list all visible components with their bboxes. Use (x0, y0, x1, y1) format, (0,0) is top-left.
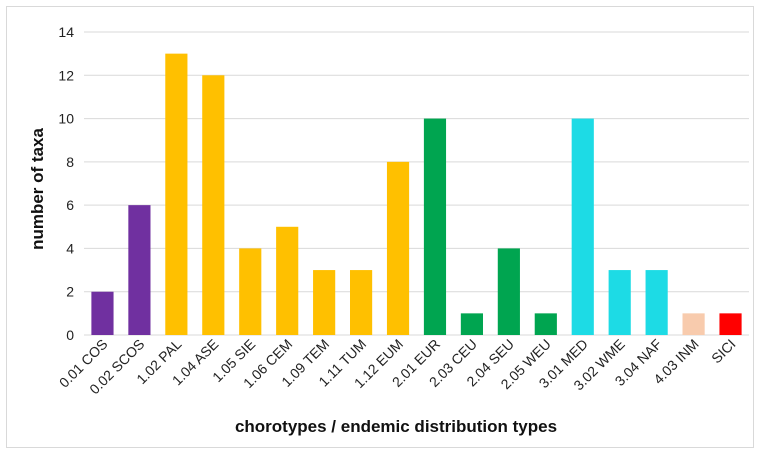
y-axis-title: number of taxa (28, 128, 47, 250)
bar (534, 313, 557, 335)
y-tick-label: 6 (66, 197, 74, 213)
bar (350, 270, 373, 335)
bar (497, 248, 520, 335)
bar (645, 270, 668, 335)
y-tick-label: 8 (66, 154, 74, 170)
bar (91, 291, 114, 335)
y-tick-label: 2 (66, 284, 74, 300)
bar (313, 270, 336, 335)
bar (276, 226, 299, 335)
y-axis-ticks: 0 2 4 6 8 10 12 14 (58, 24, 74, 343)
y-tick-label: 14 (58, 24, 74, 40)
bar (239, 248, 262, 335)
bar (165, 53, 188, 336)
chart-frame: 0 2 4 6 8 10 12 14 0.01 COS 0.02 SCOS 1.02 PAL 1.0… (6, 6, 754, 448)
bar (386, 161, 410, 335)
bar (128, 205, 151, 335)
y-tick-label: 0 (66, 327, 74, 343)
bars (91, 53, 742, 336)
bar (682, 313, 705, 335)
gridlines (84, 31, 749, 336)
bar (608, 270, 631, 335)
y-tick-label: 12 (58, 67, 74, 83)
x-tick-label: SICI (708, 336, 739, 367)
bar (202, 75, 225, 336)
bar (719, 313, 742, 335)
x-axis-title: chorotypes / endemic distribution types (235, 417, 557, 436)
y-tick-label: 4 (66, 240, 74, 256)
bar (460, 313, 483, 335)
y-tick-label: 10 (58, 111, 74, 127)
bar (423, 118, 447, 335)
bar (571, 118, 594, 335)
